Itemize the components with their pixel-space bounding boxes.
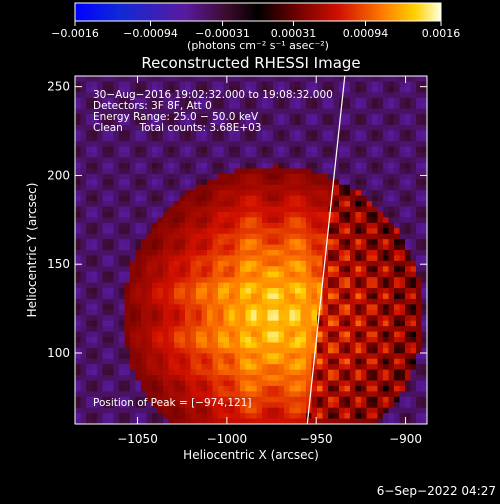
y-tick-label: 150 <box>47 257 70 271</box>
annotation-detectors: Detectors: 3F 8F, Att 0 <box>93 100 212 112</box>
x-tick-label: −1000 <box>207 432 248 446</box>
annotation-energy-range: Energy Range: 25.0 − 50.0 keV <box>93 111 259 123</box>
colorbar-unit-label: (photons cm⁻² s⁻¹ asec⁻²) <box>187 39 329 52</box>
plot-frame <box>74 75 428 425</box>
colorbar-tick-label: 0.00031 <box>271 27 317 40</box>
x-tick-label: −950 <box>300 432 333 446</box>
annotation-total-counts: Clean Total counts: 3.68E+03 <box>93 122 262 134</box>
colorbar-tick-label: 0.00094 <box>343 27 389 40</box>
x-tick-label: −900 <box>389 432 422 446</box>
y-tick-label: 200 <box>47 168 70 182</box>
colorbar-frame <box>74 2 442 22</box>
y-tick-label: 250 <box>47 80 70 94</box>
peak-position-label: Position of Peak = [−974,121] <box>93 397 252 409</box>
colorbar-tick-label: −0.00031 <box>195 27 250 40</box>
timestamp: 6−Sep−2022 04:27 <box>377 484 496 498</box>
chart-title: Reconstructed RHESSI Image <box>141 54 360 72</box>
colorbar-tick-label: −0.00094 <box>123 27 178 40</box>
annotation-time-range: 30−Aug−2016 19:02:32.000 to 19:08:32.000 <box>93 89 333 101</box>
annotation-block: 30−Aug−2016 19:02:32.000 to 19:08:32.000… <box>93 89 333 134</box>
limb-line <box>306 76 346 424</box>
y-axis-label: Heliocentric Y (arcsec) <box>25 183 39 318</box>
heatmap-cells <box>75 76 427 424</box>
y-tick-label: 100 <box>47 346 70 360</box>
colorbar-tick-label: −0.0016 <box>51 27 99 40</box>
colorbar <box>75 3 441 21</box>
colorbar-tick-label: 0.0016 <box>422 27 461 40</box>
x-axis-label: Heliocentric X (arcsec) <box>183 448 319 462</box>
x-tick-label: −1050 <box>117 432 158 446</box>
